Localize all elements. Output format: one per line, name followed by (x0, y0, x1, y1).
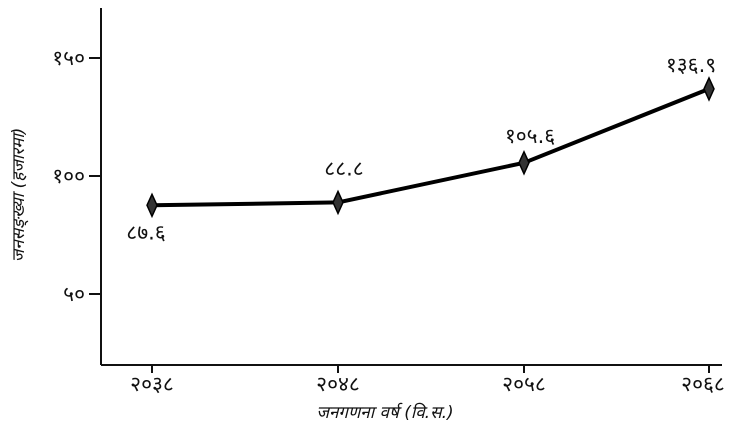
data-value-label: १३६.९ (666, 53, 716, 77)
y-tick-label: १५० (52, 46, 85, 70)
y-axis-title: जनसङ्ख्या (हजारमा) (9, 128, 29, 263)
series-line (151, 87, 710, 208)
x-axis-title: जनगणना वर्ष (वि.स.) (316, 402, 453, 423)
x-tick-label: २०४८ (316, 372, 360, 396)
data-value-label: ८७.६ (126, 220, 165, 244)
x-tick-label: २०६८ (681, 372, 725, 396)
x-ticks: २०३८ २०४८ २०५८ २०६८ (130, 365, 725, 396)
y-tick-label: ५० (63, 282, 85, 306)
x-tick-label: २०३८ (130, 372, 174, 396)
data-value-label: १०५.६ (505, 124, 555, 148)
data-point-marker (146, 192, 158, 219)
data-markers (146, 76, 715, 219)
x-tick-label: २०५८ (502, 372, 546, 396)
data-point-marker (703, 76, 715, 102)
y-tick-label: १०० (52, 164, 85, 188)
data-point-marker (332, 189, 344, 216)
data-point-marker (518, 149, 530, 176)
data-labels: ८७.६ ८८.८ १०५.६ १३६.९ (126, 53, 716, 244)
y-ticks: ५० १०० १५० (52, 46, 101, 306)
data-value-label: ८८.८ (324, 156, 363, 180)
axes (100, 8, 722, 366)
